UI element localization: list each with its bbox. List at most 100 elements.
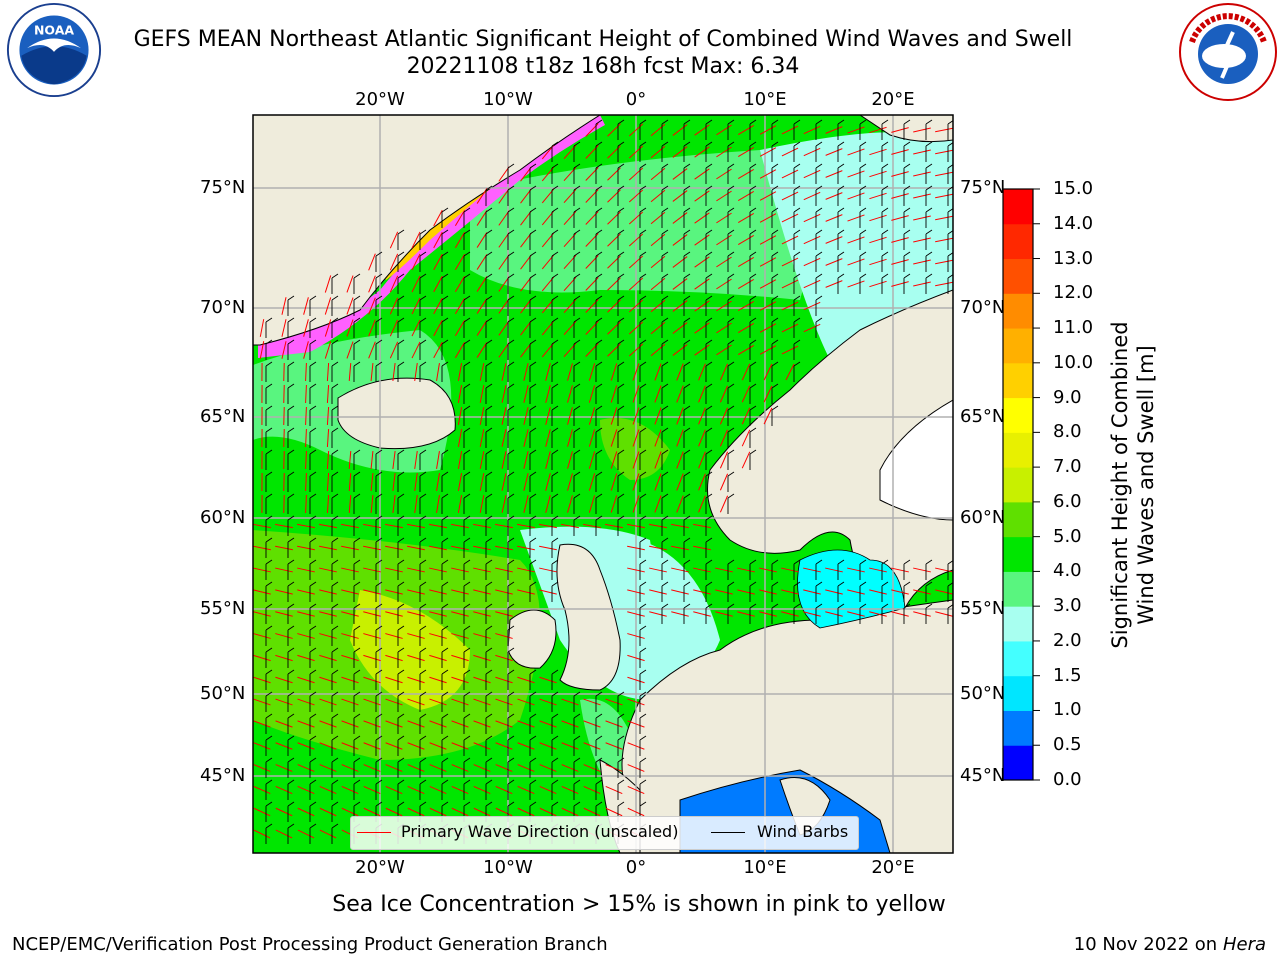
- wind-barb: [573, 471, 581, 492]
- wind-barb: [727, 405, 735, 426]
- wind-barb: [551, 449, 559, 470]
- wave-arrow: [628, 145, 644, 159]
- wind-barb: [793, 603, 801, 624]
- wind-barb: [375, 691, 383, 712]
- wave-arrow: [719, 385, 729, 403]
- wave-arrow: [479, 385, 485, 403]
- wind-barb: [441, 647, 449, 668]
- wave-arrow: [305, 384, 307, 404]
- wave-arrow: [649, 589, 667, 595]
- wind-barb: [815, 119, 823, 140]
- wave-arrow: [781, 191, 799, 201]
- wave-arrow: [716, 344, 732, 356]
- wave-arrow: [869, 567, 887, 573]
- colorbar-tick-label: 7.0: [1053, 456, 1082, 478]
- wave-arrow: [698, 473, 706, 491]
- wind-barb: [485, 273, 493, 294]
- map-subtitle: 20221108 t18z 168h fcst Max: 6.34: [406, 54, 800, 79]
- wind-barb: [397, 229, 405, 250]
- wave-arrow: [539, 589, 557, 595]
- wind-barb: [771, 581, 779, 602]
- colorbar-segment: [1003, 258, 1033, 294]
- wind-barb: [705, 537, 713, 558]
- wind-barb: [529, 383, 537, 404]
- wind-barb: [287, 317, 295, 338]
- wave-arrow: [913, 589, 931, 595]
- wave-arrow: [605, 720, 623, 728]
- wave-arrow: [759, 169, 777, 179]
- wave-arrow: [411, 297, 421, 315]
- colorbar-segment: [1003, 745, 1033, 781]
- wave-arrow: [389, 341, 399, 359]
- wind-barb: [485, 603, 493, 624]
- wind-barb: [485, 427, 493, 448]
- wave-arrow: [759, 191, 777, 201]
- map-legend: Primary Wave Direction (unscaled) Wind B…: [350, 816, 859, 850]
- wave-arrow: [847, 170, 865, 178]
- wind-barb: [793, 273, 801, 294]
- wave-arrow: [346, 297, 354, 315]
- wind-barb: [463, 537, 471, 558]
- wave-arrow: [694, 168, 710, 180]
- wind-barb: [375, 647, 383, 668]
- wave-arrow: [693, 567, 711, 573]
- wind-barb: [551, 405, 559, 426]
- wind-barb: [265, 801, 273, 822]
- wave-arrow: [803, 191, 821, 201]
- wind-barb: [529, 537, 537, 558]
- primary-wave-legend-line: [357, 832, 391, 833]
- lat-label-left: 70°N: [200, 297, 246, 318]
- wave-arrow: [341, 589, 359, 595]
- wave-arrow: [825, 589, 843, 595]
- wave-arrow: [392, 495, 396, 513]
- wave-arrow: [738, 278, 754, 290]
- wind-barb: [595, 493, 603, 514]
- wave-arrow: [473, 589, 491, 595]
- wave-arrow: [539, 720, 557, 728]
- wind-barb: [463, 581, 471, 602]
- wave-arrow: [454, 342, 466, 358]
- wind-barb: [463, 229, 471, 250]
- wave-arrow: [698, 495, 706, 513]
- wave-arrow: [429, 676, 447, 684]
- wind-barb: [397, 273, 405, 294]
- wind-barb: [881, 251, 889, 272]
- wind-barb: [529, 207, 537, 228]
- wave-arrow: [803, 169, 821, 179]
- wave-arrow: [341, 720, 359, 728]
- wave-arrow: [738, 300, 754, 312]
- wind-barb: [397, 317, 405, 338]
- wind-barb: [793, 295, 801, 316]
- wind-barb: [265, 471, 273, 492]
- wave-arrow: [825, 567, 843, 573]
- lon-label-bottom: 20°E: [871, 857, 915, 878]
- wind-barb: [309, 823, 317, 844]
- wave-arrow: [429, 720, 447, 728]
- wave-arrow: [297, 523, 315, 529]
- wave-arrow: [869, 280, 887, 288]
- wind-barb: [441, 669, 449, 690]
- wave-arrow: [407, 698, 425, 706]
- wind-barb: [683, 119, 691, 140]
- wind-barb: [595, 735, 603, 756]
- wave-arrow: [346, 341, 354, 359]
- wind-barb: [859, 603, 867, 624]
- wind-barb: [947, 164, 953, 184]
- wave-arrow: [671, 523, 689, 529]
- wind-barb: [573, 163, 581, 184]
- wave-arrow: [649, 567, 667, 573]
- wind-barb: [375, 581, 383, 602]
- wind-barb: [683, 141, 691, 162]
- wave-arrow: [545, 407, 551, 425]
- lat-label-left: 60°N: [200, 507, 246, 528]
- wind-barb: [441, 471, 449, 492]
- wind-barb: [309, 581, 317, 602]
- wind-barb: [529, 515, 537, 536]
- wind-barb: [507, 493, 515, 514]
- wave-arrow: [305, 406, 307, 426]
- wind-barb: [573, 449, 581, 470]
- wave-arrow: [473, 567, 491, 573]
- wind-barb: [661, 537, 669, 558]
- wave-arrow: [517, 785, 535, 795]
- wave-arrow: [672, 146, 688, 158]
